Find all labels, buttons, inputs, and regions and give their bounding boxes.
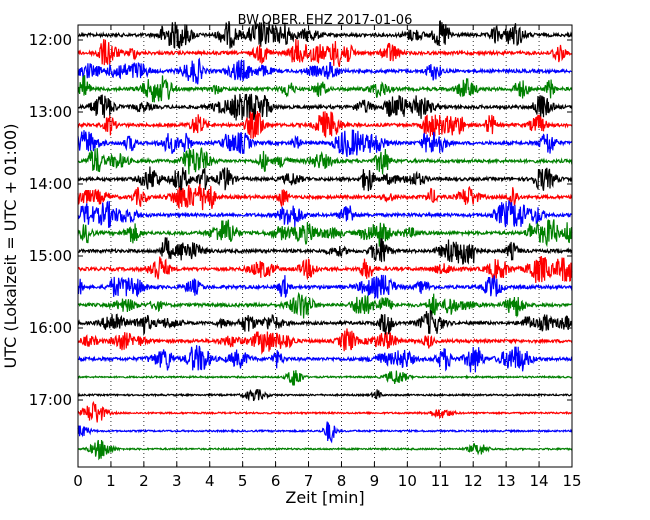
x-tick-label: 5 <box>238 472 248 490</box>
plot-area <box>78 25 572 467</box>
trace-line <box>77 39 573 68</box>
trace-group <box>77 20 573 461</box>
trace-line <box>77 237 573 265</box>
y-tick-label: 13:00 <box>29 103 72 121</box>
x-tick-label: 15 <box>562 472 581 490</box>
trace-line <box>77 439 573 461</box>
trace-line <box>77 291 573 319</box>
y-tick-label: 15:00 <box>29 247 72 265</box>
trace-line <box>77 370 573 386</box>
trace-line <box>77 421 573 444</box>
trace-line <box>77 328 573 355</box>
x-tick-label: 11 <box>431 472 450 490</box>
y-tick-label: 14:00 <box>29 175 72 193</box>
trace-line <box>77 74 573 103</box>
x-tick-label: 12 <box>464 472 483 490</box>
x-tick-label: 4 <box>205 472 215 490</box>
x-tick-label: 14 <box>530 472 549 490</box>
plot-frame <box>77 24 573 468</box>
x-tick-label: 8 <box>337 472 347 490</box>
trace-line <box>77 111 573 139</box>
trace-line <box>77 345 573 373</box>
trace-line <box>77 93 573 122</box>
x-axis: 0 1 2 3 4 5 6 7 8 9 10 11 12 13 14 15 <box>73 25 582 490</box>
y-axis: 12:00 13:00 14:00 15:00 16:00 17:00 <box>29 31 572 409</box>
x-tick-label: 13 <box>497 472 516 490</box>
grid-lines <box>110 25 540 467</box>
x-tick-label: 9 <box>370 472 380 490</box>
chart-title: BW.OBER..EHZ 2017-01-06 <box>238 13 413 28</box>
trace-line <box>77 20 573 49</box>
trace-line <box>77 389 573 402</box>
trace-line <box>77 57 573 85</box>
trace-line <box>77 183 573 211</box>
x-tick-label: 10 <box>398 472 417 490</box>
x-tick-label: 3 <box>172 472 182 490</box>
trace-line <box>77 400 573 423</box>
trace-line <box>77 274 573 300</box>
trace-line <box>77 199 573 228</box>
y-axis-label: UTC (Lokalzeit = UTC + 01:00) <box>1 124 20 369</box>
x-tick-label: 1 <box>106 472 116 490</box>
trace-line <box>77 129 573 157</box>
x-tick-label: 2 <box>139 472 149 490</box>
x-tick-label: 6 <box>271 472 281 490</box>
x-tick-label: 0 <box>73 472 83 490</box>
x-axis-label: Zeit [min] <box>285 488 364 507</box>
trace-line <box>77 255 573 284</box>
trace-line <box>77 309 573 337</box>
trace-line <box>77 147 573 175</box>
trace-line <box>77 219 573 248</box>
y-tick-label: 17:00 <box>29 391 72 409</box>
x-tick-label: 7 <box>304 472 314 490</box>
trace-line <box>77 166 573 193</box>
y-tick-label: 16:00 <box>29 319 72 337</box>
y-tick-label: 12:00 <box>29 31 72 49</box>
